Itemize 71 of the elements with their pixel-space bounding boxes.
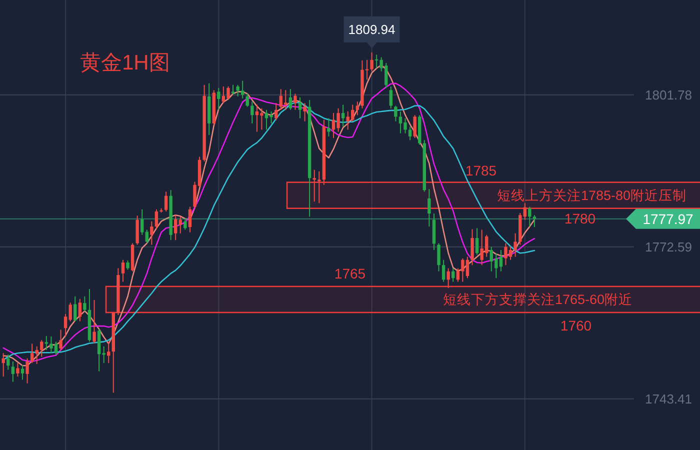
candlestick xyxy=(341,104,345,128)
candlestick xyxy=(356,101,360,116)
candlestick xyxy=(188,206,192,233)
text: 黄金1H图 xyxy=(80,52,170,74)
candlestick xyxy=(528,206,532,228)
candlestick xyxy=(370,52,374,72)
candlestick xyxy=(174,214,178,241)
candlestick xyxy=(121,259,125,282)
candlestick xyxy=(413,114,416,139)
candlestick xyxy=(83,296,86,312)
candlestick xyxy=(20,364,24,380)
y-tick-label: 1801.78 xyxy=(645,87,692,102)
annotation: 1760 xyxy=(560,318,592,334)
candlestick xyxy=(59,329,62,350)
candlestick xyxy=(470,228,474,266)
band-label: 短线上方关注1785-80附近压制 xyxy=(497,188,687,203)
candlestick xyxy=(432,213,436,250)
candlestick xyxy=(312,169,316,202)
candlestick xyxy=(44,335,48,350)
candlestick xyxy=(74,296,77,322)
candlestick xyxy=(475,228,479,256)
candlestick xyxy=(394,105,398,122)
annotation: 1780 xyxy=(564,210,596,226)
candlestick xyxy=(294,93,297,110)
candlestick xyxy=(514,232,517,258)
candlestick xyxy=(164,191,168,212)
candlestick xyxy=(240,80,244,99)
candlestick xyxy=(327,118,330,137)
y-tick-label: 1772.59 xyxy=(645,239,692,254)
candlestick xyxy=(11,360,15,382)
candlestick xyxy=(217,88,220,110)
candlestick xyxy=(126,260,130,270)
candlestick xyxy=(288,88,292,110)
candlestick xyxy=(145,229,148,244)
annotation: 1809.94 xyxy=(348,22,396,37)
candlestick xyxy=(532,214,536,228)
candlestick xyxy=(154,208,158,230)
candlestick xyxy=(26,358,29,384)
candlestick xyxy=(303,102,306,122)
candlestick xyxy=(428,188,431,228)
candlestick xyxy=(442,259,446,282)
candlestick xyxy=(184,218,187,230)
candlestick xyxy=(40,340,44,358)
candlestick xyxy=(250,101,254,124)
candlestick xyxy=(274,102,278,121)
candlestick xyxy=(140,208,144,236)
candlestick xyxy=(236,84,240,97)
candlestick xyxy=(78,298,82,322)
candlestick xyxy=(136,215,139,246)
ref-line-label: 1777.97 xyxy=(642,210,694,227)
candlestick xyxy=(6,354,10,370)
candlestick xyxy=(408,126,412,141)
y-tick-label: 1743.41 xyxy=(645,391,692,406)
annotation: 1765 xyxy=(334,266,366,282)
candlestick xyxy=(107,341,110,364)
candlestick xyxy=(2,352,5,378)
candlestick xyxy=(298,96,302,119)
candlestick xyxy=(178,216,182,234)
candlestick xyxy=(16,362,20,378)
candlestick xyxy=(150,220,154,246)
candlestick xyxy=(452,268,455,282)
candlestick xyxy=(318,170,321,204)
candlestick xyxy=(92,300,96,344)
candlestick xyxy=(437,242,440,272)
candlestick xyxy=(389,86,393,109)
candlestick xyxy=(523,202,526,220)
band-label: 短线下方支撑关注1765-60附近 xyxy=(443,292,633,307)
candlestick xyxy=(246,92,249,108)
candlestick xyxy=(446,268,450,289)
annotation: 1785 xyxy=(465,162,497,178)
candlestick xyxy=(231,84,235,96)
